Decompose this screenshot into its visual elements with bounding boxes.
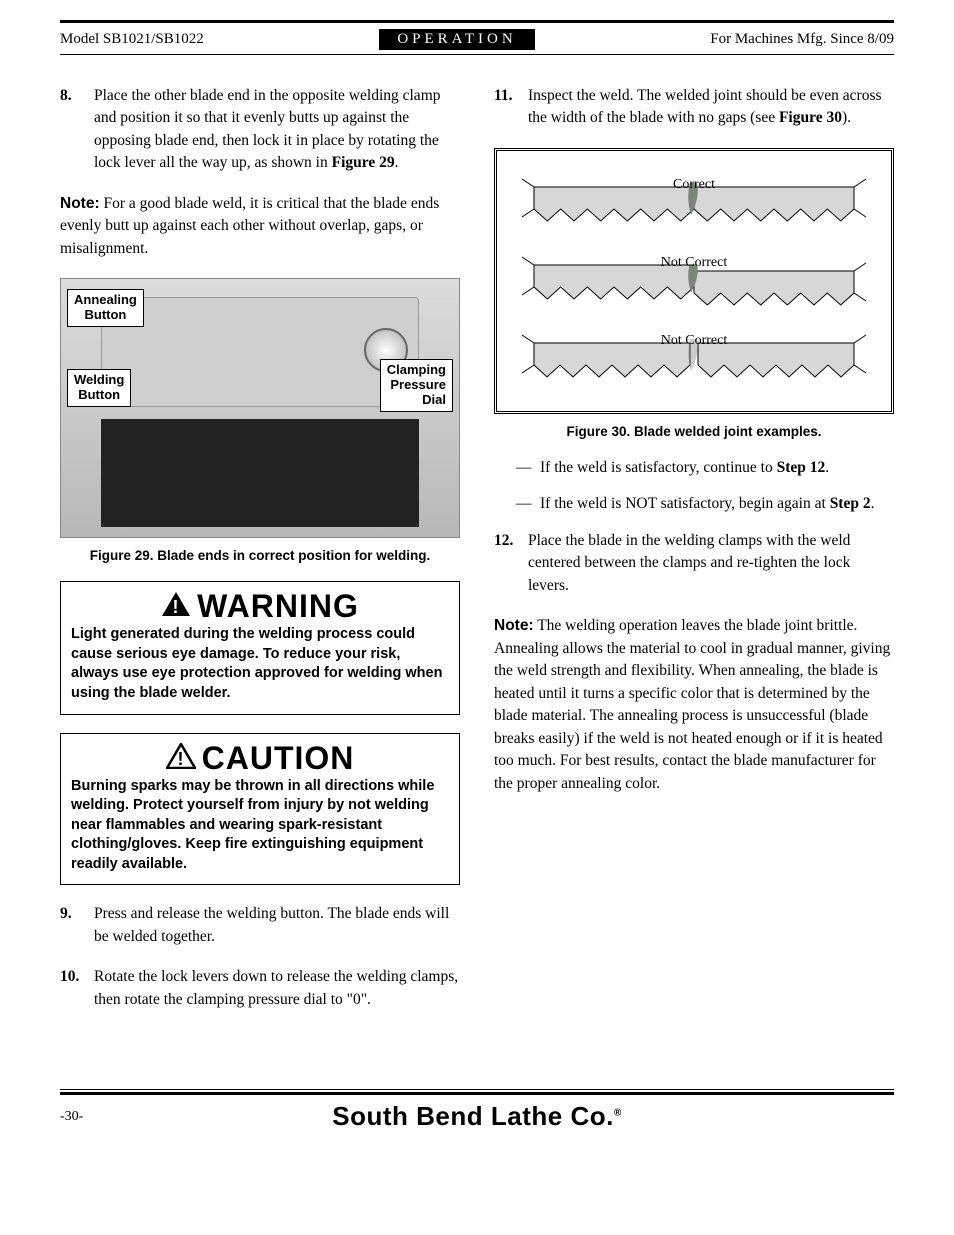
- text: If the weld is NOT satisfactory, begin a…: [540, 495, 830, 512]
- warning-title: ! WARNING: [71, 588, 449, 625]
- figure-ref: Figure 29: [332, 154, 395, 171]
- note-2: Note: The welding operation leaves the b…: [494, 615, 894, 795]
- weld-example-row: Not Correct: [507, 323, 881, 395]
- dash: —: [516, 493, 540, 515]
- step-11: 11. Inspect the weld. The welded joint s…: [494, 85, 894, 130]
- welding-button-label: WeldingButton: [67, 369, 131, 407]
- step-text: Rotate the lock levers down to release t…: [94, 966, 460, 1011]
- figure-30-diagram: Correct Not Correct: [494, 148, 894, 414]
- text: .: [395, 154, 399, 171]
- note-text: The welding operation leaves the blade j…: [494, 617, 890, 791]
- text: ).: [842, 109, 851, 126]
- top-thin-rule: [60, 54, 894, 55]
- dash-item-2: — If the weld is NOT satisfactory, begin…: [494, 493, 894, 515]
- figure-ref: Figure 30: [779, 109, 842, 126]
- caution-title-text: CAUTION: [202, 740, 355, 777]
- step-number: 11.: [494, 85, 528, 130]
- footer-thin-rule: [60, 1089, 894, 1090]
- text: .: [825, 459, 829, 476]
- top-thick-rule: [60, 20, 894, 23]
- step-8: 8. Place the other blade end in the oppo…: [60, 85, 460, 175]
- header-right: For Machines Mfg. Since 8/09: [710, 31, 894, 48]
- header-center-badge: OPERATION: [379, 29, 534, 50]
- step-10: 10. Rotate the lock levers down to relea…: [60, 966, 460, 1011]
- welder-base: [101, 419, 419, 527]
- step-ref: Step 12: [777, 459, 826, 476]
- step-text: Press and release the welding button. Th…: [94, 903, 460, 948]
- annealing-button-label: AnnealingButton: [67, 289, 144, 327]
- registered-icon: ®: [614, 1108, 622, 1119]
- content-columns: 8. Place the other blade end in the oppo…: [60, 85, 894, 1029]
- caution-icon: !: [166, 740, 196, 777]
- step-text: Inspect the weld. The welded joint shoul…: [528, 85, 894, 130]
- right-column: 11. Inspect the weld. The welded joint s…: [494, 85, 894, 1029]
- text: If the weld is satisfactory, continue to: [540, 459, 777, 476]
- weld-label: Correct: [673, 177, 715, 193]
- step-text: Place the other blade end in the opposit…: [94, 85, 460, 175]
- header-left: Model SB1021/SB1022: [60, 31, 204, 48]
- warning-box: ! WARNING Light generated during the wel…: [60, 581, 460, 714]
- welder-panel: [101, 297, 419, 407]
- warning-title-text: WARNING: [197, 588, 359, 625]
- warning-body: Light generated during the welding proce…: [71, 625, 449, 703]
- note-label: Note:: [494, 617, 534, 634]
- company-name: South Bend Lathe Co.®: [140, 1101, 814, 1132]
- step-text: Place the blade in the welding clamps wi…: [528, 530, 894, 597]
- dash-text: If the weld is NOT satisfactory, begin a…: [540, 493, 874, 515]
- weld-label: Not Correct: [661, 255, 727, 271]
- figure-30-caption: Figure 30. Blade welded joint examples.: [494, 424, 894, 439]
- weld-example-row: Not Correct: [507, 245, 881, 317]
- step-number: 12.: [494, 530, 528, 597]
- dash: —: [516, 457, 540, 479]
- step-12: 12. Place the blade in the welding clamp…: [494, 530, 894, 597]
- footer-thick-rule: [60, 1092, 894, 1095]
- figure-29-caption: Figure 29. Blade ends in correct positio…: [60, 548, 460, 563]
- warning-icon: !: [161, 588, 191, 625]
- caution-body: Burning sparks may be thrown in all dire…: [71, 777, 449, 875]
- step-9: 9. Press and release the welding button.…: [60, 903, 460, 948]
- step-number: 8.: [60, 85, 94, 175]
- page-header: Model SB1021/SB1022 OPERATION For Machin…: [60, 27, 894, 52]
- dash-item-1: — If the weld is satisfactory, continue …: [494, 457, 894, 479]
- text: .: [871, 495, 875, 512]
- page-footer: -30- South Bend Lathe Co.®: [60, 1101, 894, 1132]
- weld-example-row: Correct: [507, 167, 881, 239]
- company-text: South Bend Lathe Co.: [332, 1101, 614, 1131]
- figure-29-photo: AnnealingButton WeldingButton ClampingPr…: [60, 278, 460, 538]
- caution-box: ! CAUTION Burning sparks may be thrown i…: [60, 733, 460, 886]
- dash-text: If the weld is satisfactory, continue to…: [540, 457, 829, 479]
- page-number: -30-: [60, 1109, 140, 1125]
- left-column: 8. Place the other blade end in the oppo…: [60, 85, 460, 1029]
- caution-title: ! CAUTION: [71, 740, 449, 777]
- svg-text:!: !: [173, 597, 180, 617]
- step-number: 9.: [60, 903, 94, 948]
- step-ref: Step 2: [830, 495, 871, 512]
- weld-label: Not Correct: [661, 333, 727, 349]
- note-label: Note:: [60, 195, 100, 212]
- step-number: 10.: [60, 966, 94, 1011]
- svg-text:!: !: [177, 749, 184, 769]
- note-1: Note: For a good blade weld, it is criti…: [60, 193, 460, 260]
- clamping-dial-label: ClampingPressureDial: [380, 359, 453, 412]
- weld-rows: Correct Not Correct: [507, 167, 881, 395]
- note-text: For a good blade weld, it is critical th…: [60, 195, 439, 257]
